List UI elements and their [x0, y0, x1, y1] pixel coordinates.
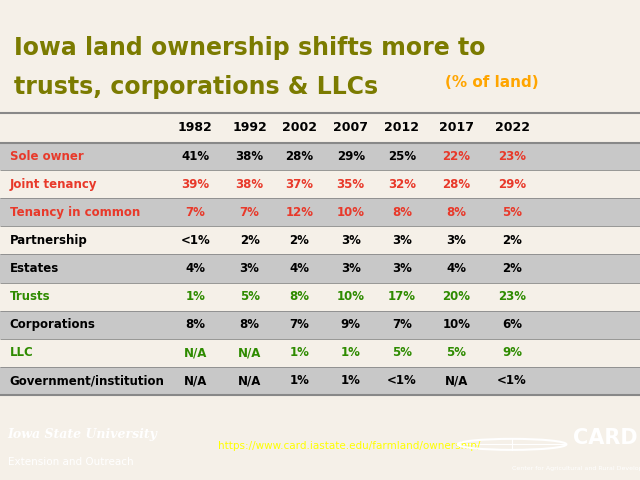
Text: 3%: 3%	[239, 262, 260, 275]
Text: 37%: 37%	[285, 178, 314, 191]
Text: 2007: 2007	[333, 121, 368, 134]
Bar	[0, 227, 640, 254]
Text: 4%: 4%	[446, 262, 467, 275]
Text: 28%: 28%	[285, 150, 314, 163]
Text: <1%: <1%	[387, 374, 417, 387]
Text: 2%: 2%	[502, 234, 522, 247]
Text: Center for Agricultural and Rural Development: Center for Agricultural and Rural Develo…	[512, 466, 640, 471]
Text: LLC: LLC	[10, 347, 33, 360]
Text: 2017: 2017	[439, 121, 474, 134]
Text: CARD: CARD	[573, 428, 637, 448]
Text: 5%: 5%	[446, 347, 467, 360]
Text: 2002: 2002	[282, 121, 317, 134]
Text: N/A: N/A	[184, 374, 207, 387]
Bar	[0, 283, 640, 311]
Text: 3%: 3%	[392, 234, 412, 247]
Bar	[0, 170, 640, 198]
Text: 4%: 4%	[289, 262, 310, 275]
Text: 2%: 2%	[289, 234, 310, 247]
Text: 3%: 3%	[446, 234, 467, 247]
Text: 1992: 1992	[232, 121, 267, 134]
Text: 9%: 9%	[502, 347, 522, 360]
Text: 1%: 1%	[340, 347, 361, 360]
Text: 28%: 28%	[442, 178, 470, 191]
Text: 4%: 4%	[185, 262, 205, 275]
Text: 3%: 3%	[340, 262, 361, 275]
Text: Government/institution: Government/institution	[10, 374, 164, 387]
Text: 32%: 32%	[388, 178, 416, 191]
Text: 1%: 1%	[185, 290, 205, 303]
Text: 5%: 5%	[392, 347, 412, 360]
Text: Sole owner: Sole owner	[10, 150, 83, 163]
Text: Iowa land ownership shifts more to: Iowa land ownership shifts more to	[14, 36, 486, 60]
Text: N/A: N/A	[238, 374, 261, 387]
Text: 2%: 2%	[239, 234, 260, 247]
Text: 2012: 2012	[385, 121, 419, 134]
Text: 35%: 35%	[337, 178, 365, 191]
Text: 2022: 2022	[495, 121, 529, 134]
Text: 25%: 25%	[388, 150, 416, 163]
Text: (% of land): (% of land)	[445, 75, 538, 90]
Bar	[0, 367, 640, 395]
Text: 8%: 8%	[185, 318, 205, 331]
Text: Partnership: Partnership	[10, 234, 87, 247]
Text: trusts, corporations & LLCs: trusts, corporations & LLCs	[14, 75, 378, 99]
Text: 5%: 5%	[502, 206, 522, 219]
Text: 38%: 38%	[236, 150, 264, 163]
Text: 7%: 7%	[289, 318, 310, 331]
Text: 20%: 20%	[442, 290, 470, 303]
Text: 3%: 3%	[340, 234, 361, 247]
Text: 1%: 1%	[340, 374, 361, 387]
Bar	[0, 254, 640, 283]
Text: 23%: 23%	[498, 150, 526, 163]
Text: N/A: N/A	[445, 374, 468, 387]
Text: Trusts: Trusts	[10, 290, 50, 303]
Text: 10%: 10%	[442, 318, 470, 331]
Text: 2%: 2%	[502, 262, 522, 275]
Text: 41%: 41%	[181, 150, 209, 163]
Text: 22%: 22%	[442, 150, 470, 163]
Text: 1982: 1982	[178, 121, 212, 134]
Text: https://www.card.iastate.edu/farmland/ownership/: https://www.card.iastate.edu/farmland/ow…	[218, 441, 480, 451]
Text: 12%: 12%	[285, 206, 314, 219]
Text: 17%: 17%	[388, 290, 416, 303]
Text: 8%: 8%	[446, 206, 467, 219]
Bar	[0, 198, 640, 227]
Text: 8%: 8%	[289, 290, 310, 303]
Text: 7%: 7%	[392, 318, 412, 331]
Text: Extension and Outreach: Extension and Outreach	[8, 457, 133, 468]
Text: 10%: 10%	[337, 290, 365, 303]
Text: 29%: 29%	[337, 150, 365, 163]
Text: 38%: 38%	[236, 178, 264, 191]
Text: Iowa State University: Iowa State University	[8, 428, 157, 441]
Bar	[0, 339, 640, 367]
Text: 6%: 6%	[502, 318, 522, 331]
Text: N/A: N/A	[238, 347, 261, 360]
Text: 29%: 29%	[498, 178, 526, 191]
Text: 3%: 3%	[392, 262, 412, 275]
Text: 10%: 10%	[337, 206, 365, 219]
Text: 8%: 8%	[239, 318, 260, 331]
Text: <1%: <1%	[497, 374, 527, 387]
Text: 9%: 9%	[340, 318, 361, 331]
Text: 7%: 7%	[185, 206, 205, 219]
Bar	[0, 311, 640, 339]
Text: 8%: 8%	[392, 206, 412, 219]
Text: 1%: 1%	[289, 374, 310, 387]
Text: 39%: 39%	[181, 178, 209, 191]
Bar	[0, 142, 640, 170]
Text: 7%: 7%	[239, 206, 260, 219]
Text: 1%: 1%	[289, 347, 310, 360]
Text: Estates: Estates	[10, 262, 59, 275]
Text: Joint tenancy: Joint tenancy	[10, 178, 97, 191]
Text: Tenancy in common: Tenancy in common	[10, 206, 140, 219]
Text: 23%: 23%	[498, 290, 526, 303]
Text: <1%: <1%	[180, 234, 210, 247]
Text: N/A: N/A	[184, 347, 207, 360]
Text: Corporations: Corporations	[10, 318, 95, 331]
Text: 5%: 5%	[239, 290, 260, 303]
